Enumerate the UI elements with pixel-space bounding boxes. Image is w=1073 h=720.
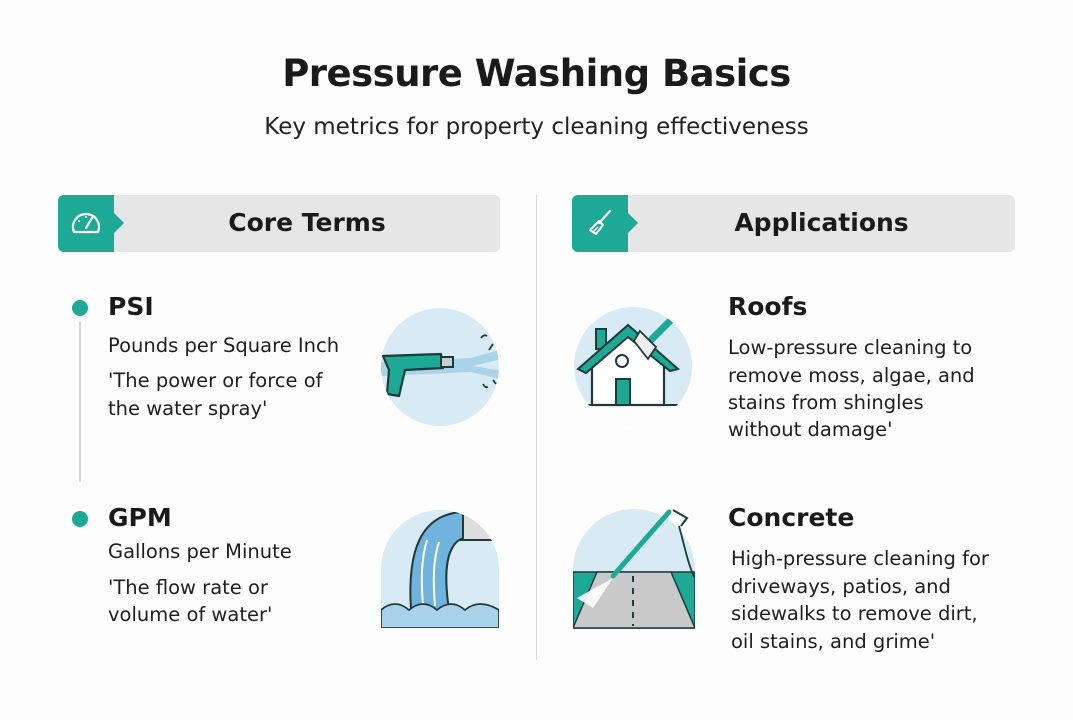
core-terms-header: Core Terms xyxy=(58,195,500,252)
applications-header: Applications xyxy=(572,195,1015,252)
house-roof-cleaning-icon xyxy=(574,307,692,425)
app-concrete-desc-1: High-pressure cleaning for xyxy=(731,547,989,570)
brush-icon xyxy=(589,209,612,235)
term-gpm-desc-1: 'The flow rate or xyxy=(108,576,268,599)
page-subtitle: Key metrics for property cleaning effect… xyxy=(264,114,809,140)
app-concrete-title: Concrete xyxy=(728,503,855,532)
term-psi-full: Pounds per Square Inch xyxy=(108,334,340,357)
term-gpm-desc-2: volume of water' xyxy=(108,603,273,626)
applications-title: Applications xyxy=(734,208,909,237)
term-gpm-full: Gallons per Minute xyxy=(108,540,292,563)
app-roofs-title: Roofs xyxy=(728,292,808,321)
timeline-dot xyxy=(72,511,88,527)
timeline-dot xyxy=(72,300,88,316)
app-roofs-desc-2: remove moss, algae, and xyxy=(728,364,975,387)
term-psi-desc-1: 'The power or force of xyxy=(108,369,323,392)
timeline-line xyxy=(79,322,81,482)
term-gpm: GPM xyxy=(108,503,172,532)
applications-badge xyxy=(572,195,638,252)
core-terms-badge xyxy=(58,195,124,252)
spray-gun-icon xyxy=(381,308,499,426)
app-roofs-desc-3: stains from shingles xyxy=(728,391,924,414)
pressure-washer-driveway-icon xyxy=(571,508,697,630)
water-pipe-flow-icon xyxy=(381,510,499,628)
page-title: Pressure Washing Basics xyxy=(282,52,791,95)
term-psi-desc-2: the water spray' xyxy=(108,397,268,420)
speedometer-icon xyxy=(71,212,101,234)
app-concrete-desc-3: sidewalks to remove dirt, xyxy=(731,602,978,625)
app-concrete-desc-2: driveways, patios, and xyxy=(731,575,951,598)
column-divider xyxy=(536,195,537,660)
term-psi: PSI xyxy=(108,292,154,321)
core-terms-title: Core Terms xyxy=(228,208,386,237)
app-roofs-desc-4: without damage' xyxy=(728,418,893,441)
app-roofs-desc-1: Low-pressure cleaning to xyxy=(728,336,973,359)
app-concrete-desc-4: oil stains, and grime' xyxy=(731,630,936,653)
